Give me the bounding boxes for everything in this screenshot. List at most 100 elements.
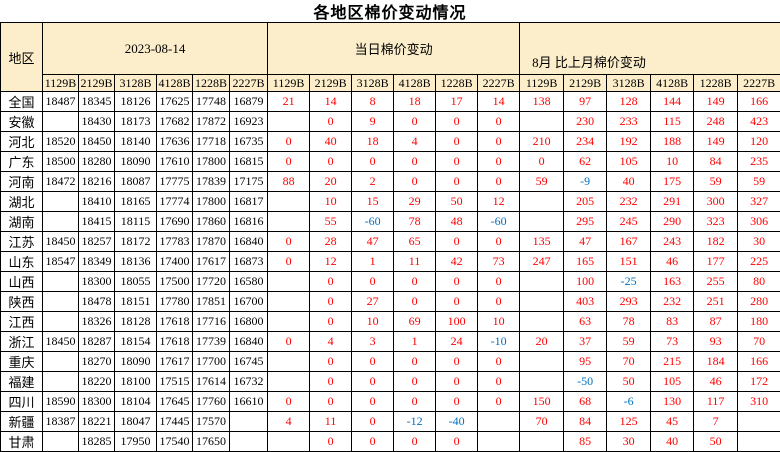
monthly-change-cell: 151 (607, 252, 651, 272)
daily-change-cell: 0 (310, 292, 352, 312)
daily-change-cell (268, 312, 310, 332)
monthly-change-cell: 150 (520, 392, 564, 412)
region-cell: 全国 (1, 92, 43, 112)
daily-change-cell: 10 (478, 312, 520, 332)
price-cell: 16879 (230, 92, 268, 112)
monthly-change-cell: 290 (651, 212, 694, 232)
monthly-change-cell: 68 (564, 392, 607, 412)
monthly-change-cell: 243 (651, 232, 694, 252)
daily-change-cell: 0 (310, 392, 352, 412)
price-cell: 18221 (79, 412, 115, 432)
price-cell: 17748 (193, 92, 230, 112)
monthly-change-cell: 188 (651, 132, 694, 152)
monthly-change-cell: 225 (738, 252, 780, 272)
grade-header-cell: 4128B (651, 75, 694, 92)
monthly-change-cell: 45 (651, 412, 694, 432)
price-cell: 18415 (79, 212, 115, 232)
price-cell: 17636 (157, 132, 193, 152)
daily-change-cell: 65 (394, 232, 436, 252)
monthly-change-cell (520, 112, 564, 132)
monthly-change-cell: 293 (607, 292, 651, 312)
daily-change-cell: 0 (352, 272, 394, 292)
monthly-change-cell: 180 (738, 312, 780, 332)
monthly-change-cell: 233 (607, 112, 651, 132)
price-cell: 18055 (115, 272, 157, 292)
monthly-change-cell: 50 (607, 372, 651, 392)
daily-change-cell: 0 (310, 152, 352, 172)
price-cell: 16732 (230, 372, 268, 392)
daily-change-cell: 0 (310, 372, 352, 392)
region-cell: 河北 (1, 132, 43, 152)
price-cell: 16816 (230, 212, 268, 232)
price-cell: 18500 (43, 152, 79, 172)
region-cell: 福建 (1, 372, 43, 392)
price-cell: 17610 (157, 152, 193, 172)
daily-change-cell: 0 (352, 432, 394, 452)
price-cell: 18520 (43, 132, 79, 152)
monthly-change-cell: 0 (520, 152, 564, 172)
price-cell: 17718 (193, 132, 230, 152)
daily-change-cell (268, 432, 310, 452)
price-cell: 18090 (115, 152, 157, 172)
price-cell: 18478 (79, 292, 115, 312)
daily-change-cell: 0 (478, 232, 520, 252)
price-cell: 17617 (193, 252, 230, 272)
monthly-change-cell: 83 (651, 312, 694, 332)
daily-change-cell (478, 412, 520, 432)
price-cell: 17645 (157, 392, 193, 412)
price-cell: 18287 (79, 332, 115, 352)
daily-change-cell: 4 (310, 332, 352, 352)
monthly-change-cell (520, 432, 564, 452)
monthly-change-cell: 20 (520, 332, 564, 352)
daily-change-cell: 0 (352, 412, 394, 432)
region-header-cell: 地区 (1, 23, 43, 92)
daily-change-cell: 0 (478, 372, 520, 392)
price-cell: 18090 (115, 352, 157, 372)
daily-change-cell: 0 (394, 292, 436, 312)
daily-change-cell: -10 (478, 332, 520, 352)
daily-change-cell: 0 (436, 372, 478, 392)
monthly-change-cell: 423 (738, 112, 780, 132)
monthly-change-cell: 247 (520, 252, 564, 272)
daily-change-cell: 0 (268, 132, 310, 152)
daily-change-cell: 42 (436, 252, 478, 272)
price-cell: 18270 (79, 352, 115, 372)
price-cell (43, 432, 79, 452)
price-cell: 17650 (193, 432, 230, 452)
price-cell: 17500 (157, 272, 193, 292)
price-cell: 16840 (230, 332, 268, 352)
region-cell: 江西 (1, 312, 43, 332)
monthly-change-cell (520, 272, 564, 292)
daily-change-cell: 48 (436, 212, 478, 232)
region-cell: 湖北 (1, 192, 43, 212)
region-cell: 新疆 (1, 412, 43, 432)
monthly-change-cell: 327 (738, 192, 780, 212)
daily-change-cell: 0 (478, 132, 520, 152)
monthly-change-cell: 84 (694, 152, 738, 172)
region-cell: 重庆 (1, 352, 43, 372)
price-cell: 18220 (79, 372, 115, 392)
price-cell: 16840 (230, 232, 268, 252)
daily-change-cell (478, 432, 520, 452)
daily-change-cell: 27 (352, 292, 394, 312)
daily-change-cell (268, 112, 310, 132)
monthly-change-cell: 100 (564, 272, 607, 292)
monthly-change-cell: 175 (651, 172, 694, 192)
monthly-change-cell: 295 (564, 212, 607, 232)
price-cell: 18115 (115, 212, 157, 232)
price-cell: 18487 (43, 92, 79, 112)
monthly-change-cell: -25 (607, 272, 651, 292)
grade-header-cell: 2129B (310, 75, 352, 92)
daily-change-cell: 0 (436, 292, 478, 312)
daily-change-cell: 12 (310, 252, 352, 272)
monthly-change-cell: 234 (564, 132, 607, 152)
daily-change-cell: 0 (310, 312, 352, 332)
daily-change-cell: 0 (436, 132, 478, 152)
date-group-header: 2023-08-14 (43, 23, 268, 75)
monthly-change-cell: 85 (564, 432, 607, 452)
price-cell: 18280 (79, 152, 115, 172)
